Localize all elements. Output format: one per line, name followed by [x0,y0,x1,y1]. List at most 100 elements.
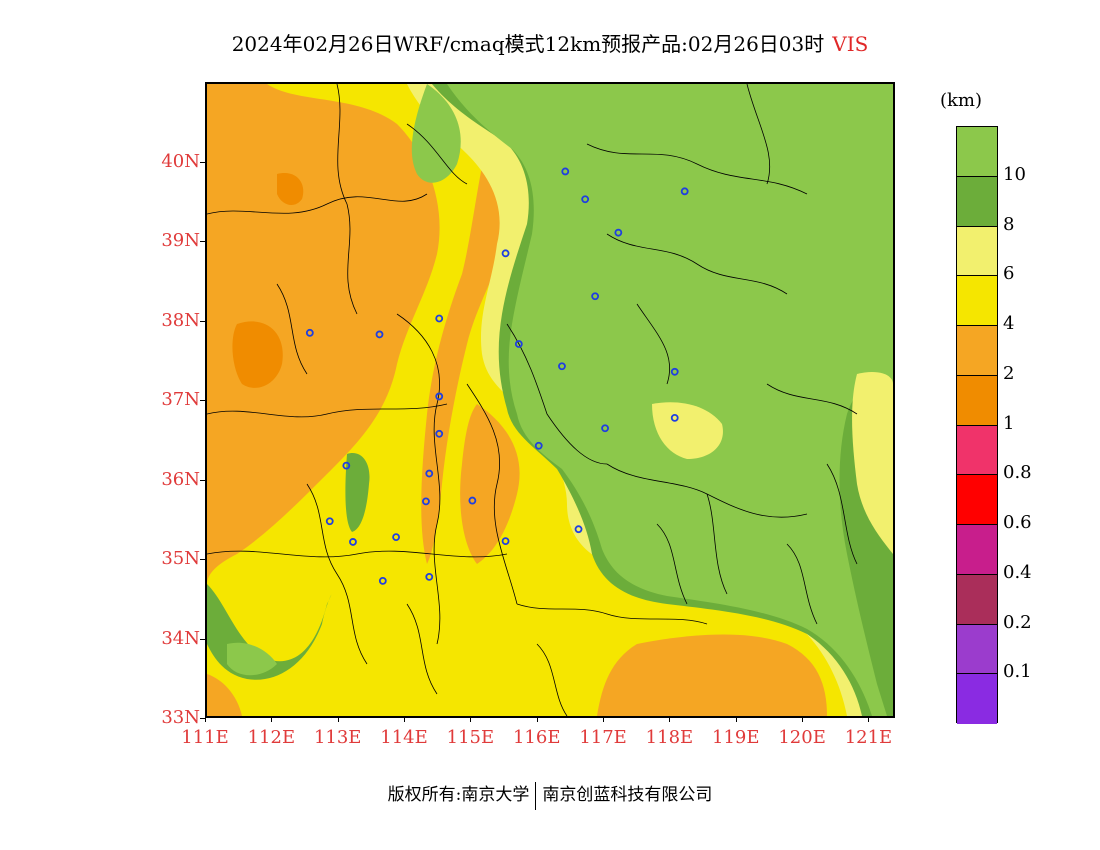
station-marker[interactable] [468,496,477,505]
station-marker[interactable] [670,367,679,376]
lat-tick-mark [200,320,206,322]
lat-tick-label: 38N [161,309,200,331]
colorbar-level-label: 10 [1003,163,1026,185]
lon-tick-label: 121E [844,727,893,748]
lon-tick-label: 120E [778,727,826,748]
colorbar-swatch [957,326,997,376]
colorbar-swatch [957,375,997,426]
colorbar-level-label: 4 [1003,313,1015,334]
station-markers [305,167,689,585]
station-marker[interactable] [574,525,583,534]
lon-tick-mark [271,716,273,722]
lat-tick-mark [200,400,206,401]
lat-tick-label: 37N [161,389,200,410]
station-marker[interactable] [435,392,444,401]
lat-tick-mark [200,718,206,719]
lon-tick-mark [802,716,804,722]
colorbar-swatch [957,525,997,575]
lon-tick-mark [735,716,737,722]
field-lightyellow-east [852,372,893,554]
lon-tick-label: 111E [181,727,229,748]
colorbar-swatch [957,425,997,476]
field-orange-mid [421,144,511,564]
station-marker[interactable] [425,469,434,478]
colorbar-swatch [957,574,997,625]
lat-tick-label: 40N [161,150,200,172]
lon-tick-mark [205,716,206,722]
lon-tick-mark [603,716,605,722]
field-lightyellow-center [652,402,723,459]
station-marker[interactable] [501,537,510,546]
colorbar-unit: (km) [940,90,983,111]
station-marker[interactable] [561,167,570,176]
station-marker[interactable] [305,328,314,337]
lon-tick-label: 119E [712,727,760,748]
station-marker[interactable] [325,517,334,526]
field-green-sw-corner [227,642,277,676]
lat-tick-mark [200,241,206,242]
lon-tick-label: 117E [579,727,627,748]
lon-tick-label: 116E [512,727,561,748]
station-marker[interactable] [558,362,566,371]
lon-tick-mark [868,716,870,722]
lat-tick-label: 35N [161,548,200,569]
colorbar-level-label: 8 [1003,213,1015,235]
field-orange-south [597,634,827,716]
visibility-map[interactable] [205,82,895,718]
lat-tick-label: 36N [161,468,200,490]
station-marker[interactable] [349,538,357,546]
colorbar-level-label: 0.6 [1003,512,1032,533]
lon-tick-mark [669,716,671,722]
lat-tick-mark [200,559,206,560]
lat-tick-label: 33N [161,707,200,728]
station-marker[interactable] [501,249,510,258]
colorbar-level-label: 0.8 [1003,462,1032,484]
colorbar-level-label: 1 [1003,412,1015,434]
lat-tick-label: 39N [161,230,200,251]
lat-tick-mark [200,161,206,163]
field-green-pocket-1 [345,453,370,532]
page-title: 2024年02月26日WRF/cmaq模式12km预报产品:02月26日03时 V… [0,28,1100,57]
admin-boundaries [207,84,858,716]
colorbar-level-label: 0.2 [1003,611,1032,633]
station-marker[interactable] [378,576,387,585]
lon-tick-mark [404,716,406,722]
station-marker[interactable] [534,441,543,450]
copyright-right: 南京创蓝科技有限公司 [542,785,713,805]
lon-tick-mark [470,716,472,722]
station-marker[interactable] [375,330,384,339]
station-marker[interactable] [591,292,600,301]
lat-tick-label: 34N [161,627,200,649]
field-orange-west [207,84,440,584]
visibility-field-svg [207,84,893,716]
station-marker[interactable] [601,424,609,433]
colorbar-level-label: 0.4 [1003,561,1032,583]
copyright-footer: 版权所有:南京大学 南京创蓝科技有限公司 [0,780,1100,810]
colorbar-swatch [957,276,997,326]
station-marker[interactable] [435,429,444,438]
field-orange-sw-corner [207,674,242,716]
lon-tick-label: 118E [645,727,694,748]
station-marker[interactable] [425,572,434,581]
station-marker[interactable] [670,413,679,422]
station-marker[interactable] [581,195,590,204]
lon-tick-label: 112E [247,727,296,748]
station-marker[interactable] [392,533,400,542]
station-marker[interactable] [680,187,689,196]
colorbar-level-label: 6 [1003,263,1015,285]
lon-tick-label: 113E [313,727,362,748]
station-marker[interactable] [514,340,523,348]
station-marker[interactable] [614,228,623,237]
variable-label: VIS [832,32,869,56]
colorbar-level-label: 0.1 [1003,661,1032,683]
field-green-main [447,84,893,716]
colorbar-swatch [957,674,997,724]
station-marker[interactable] [422,497,430,506]
field-orange-central [460,404,520,564]
lon-tick-mark [536,716,538,722]
lat-tick-mark [200,638,206,640]
title-text: 2024年02月26日WRF/cmaq模式12km预报产品:02月26日03时 [231,32,825,56]
lon-tick-label: 115E [446,727,495,748]
station-marker[interactable] [342,461,351,470]
station-marker[interactable] [435,314,444,323]
